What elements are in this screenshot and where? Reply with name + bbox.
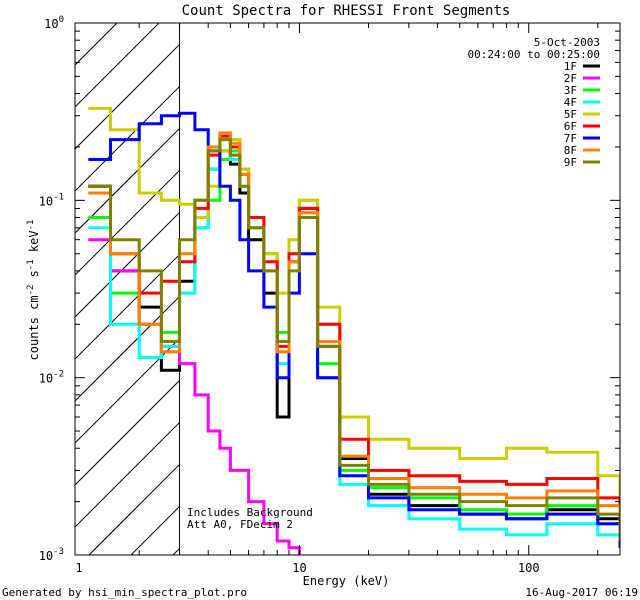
- legend-label-8F: 8F: [564, 144, 577, 157]
- plot-frame: [74, 22, 621, 556]
- y-tick-label: 100: [44, 15, 64, 31]
- hatch-line: [130, 506, 180, 556]
- y-tick-label: 10-3: [39, 547, 64, 563]
- hatch-line: [74, 422, 180, 528]
- legend-label-6F: 6F: [564, 120, 577, 133]
- hatch-line: [74, 128, 180, 234]
- x-tick-label: 100: [518, 561, 540, 575]
- legend-label-1F: 1F: [564, 60, 577, 73]
- hatch-line: [74, 44, 180, 150]
- chart-title: Count Spectra for RHESSI Front Segments: [182, 3, 511, 19]
- x-axis-label: Energy (keV): [303, 574, 390, 588]
- series-line-9F: [88, 138, 620, 541]
- legend-label-4F: 4F: [564, 96, 577, 109]
- legend-label-7F: 7F: [564, 132, 577, 145]
- y-axis: 100 10-1 10-2 10-3: [39, 15, 620, 563]
- footer-date: 16-Aug-2017 06:19: [525, 586, 638, 599]
- series-line-7F: [88, 111, 620, 548]
- hatch-line: [74, 22, 118, 66]
- legend-label-9F: 9F: [564, 156, 577, 169]
- legend-label-3F: 3F: [564, 84, 577, 97]
- series-group: [88, 106, 620, 555]
- date-label: 5-Oct-2003: [534, 36, 600, 49]
- footer-generated: Generated by hsi_min_spectra_plot.pro: [2, 586, 247, 599]
- hatch-line: [88, 464, 180, 556]
- legend-label-2F: 2F: [564, 72, 577, 85]
- x-tick-label: 1: [75, 561, 82, 575]
- hatch-line: [74, 170, 180, 276]
- hatch-line: [74, 212, 180, 318]
- hatch-line: [74, 22, 160, 108]
- y-tick-label: 10-2: [39, 370, 64, 386]
- series-line-5F: [88, 106, 620, 519]
- hatch-line: [74, 296, 180, 402]
- series-line-8F: [88, 131, 620, 541]
- hatch-line: [74, 380, 180, 486]
- time-range-label: 00:24:00 to 00:25:00: [468, 48, 600, 61]
- x-axis: 1 10 100: [75, 23, 599, 575]
- y-axis-label: counts cm-2 s-1 keV-1: [26, 220, 41, 361]
- x-tick-label: 10: [292, 561, 306, 575]
- legend-label-5F: 5F: [564, 108, 577, 121]
- y-tick-label: 10-1: [39, 192, 64, 208]
- hatch-line: [172, 548, 180, 556]
- attenuator-note: Att A0, FDecim 2: [187, 518, 293, 531]
- hatch-line: [74, 338, 180, 444]
- hatched-region: [74, 22, 181, 556]
- background-note: Includes Background: [187, 506, 313, 519]
